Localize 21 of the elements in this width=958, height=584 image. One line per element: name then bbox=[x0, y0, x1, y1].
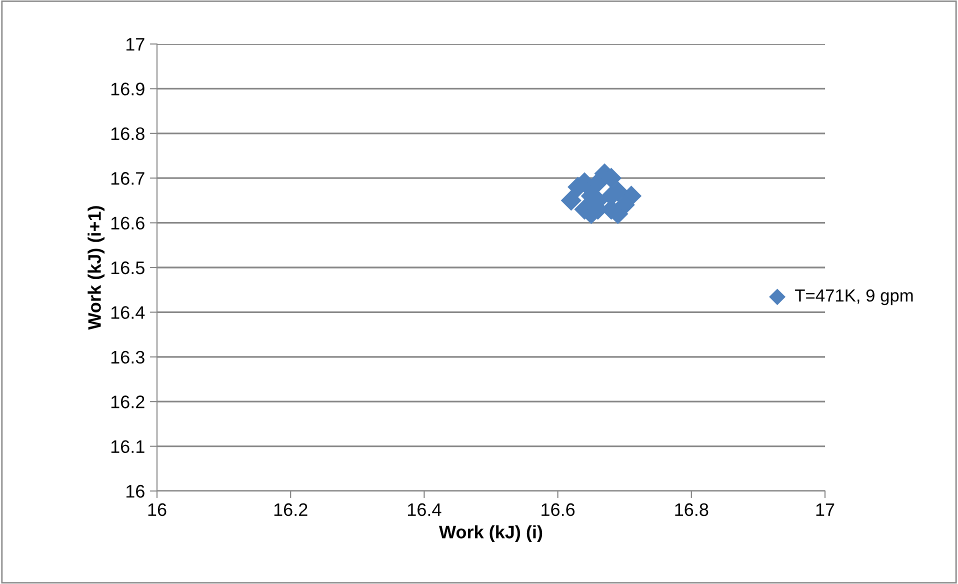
x-axis-title: Work (kJ) (i) bbox=[439, 525, 542, 542]
y-tick-label: 16.8 bbox=[111, 127, 144, 140]
y-axis-title: Work (kJ) (i+1) bbox=[88, 206, 104, 330]
y-tick-label: 16.5 bbox=[111, 261, 144, 274]
y-tick-label: 17 bbox=[126, 38, 144, 51]
y-tick-label: 16.1 bbox=[111, 440, 144, 454]
x-tick-label: 16.8 bbox=[675, 503, 708, 516]
legend-label: T=471K, 9 gpm bbox=[795, 289, 913, 306]
y-tick-label: 16.9 bbox=[111, 82, 144, 96]
x-tick-label: 17 bbox=[816, 503, 834, 516]
point bbox=[560, 190, 582, 211]
y-tick-label: 16.2 bbox=[111, 396, 144, 408]
x-tick-label: 16.6 bbox=[542, 503, 575, 516]
x-tick-label: 16.4 bbox=[408, 503, 442, 516]
y-tick-label: 16.7 bbox=[111, 172, 144, 185]
y-tick-label: 16.3 bbox=[111, 350, 144, 364]
x-tick-label: 16.2 bbox=[274, 503, 308, 516]
y-tick-label: 16 bbox=[126, 484, 144, 498]
y-tick-label: 16.6 bbox=[111, 216, 144, 230]
y-tick-label: 16.4 bbox=[111, 306, 145, 319]
x-tick-label: 16 bbox=[148, 503, 166, 516]
